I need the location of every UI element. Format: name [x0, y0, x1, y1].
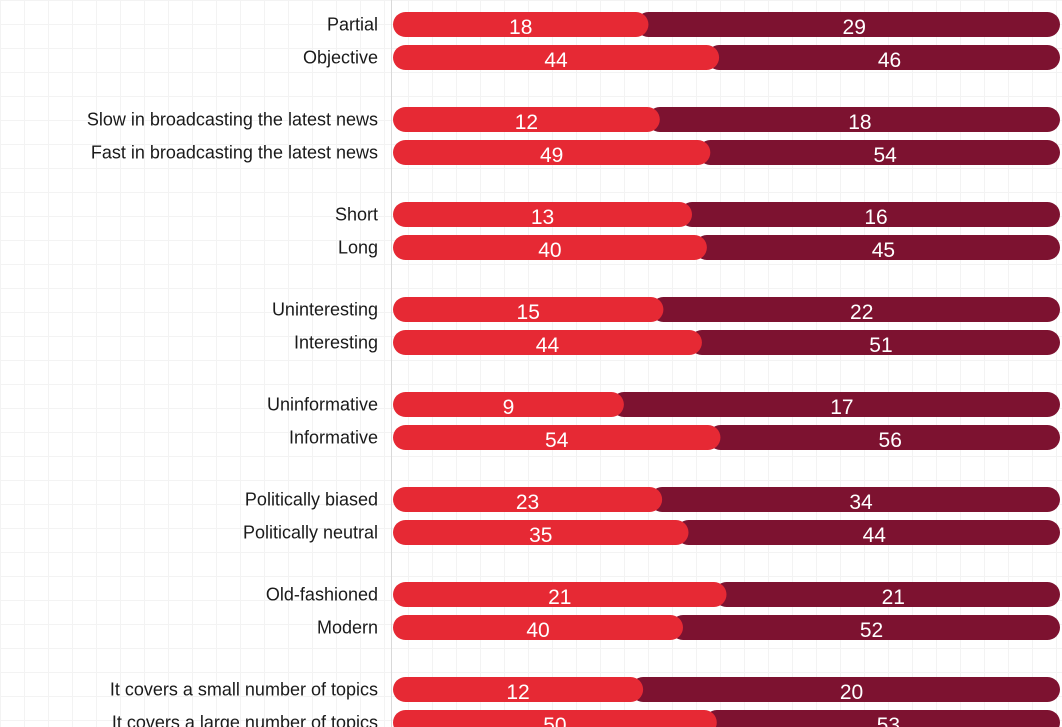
bar-series-1 — [393, 520, 689, 545]
value-label-series-2: 17 — [830, 396, 853, 419]
bars — [393, 12, 1060, 727]
value-label-series-2: 46 — [878, 49, 901, 72]
value-label-series-1: 15 — [517, 301, 540, 324]
bar-series-2 — [649, 487, 1060, 512]
category-label: Politically neutral — [243, 523, 378, 543]
value-label-series-1: 49 — [540, 144, 563, 167]
bar-series-1 — [393, 582, 727, 607]
category-label: Long — [338, 238, 378, 258]
value-label-series-2: 56 — [879, 429, 902, 452]
value-label-series-1: 50 — [543, 714, 566, 727]
value-label-series-1: 12 — [515, 111, 538, 134]
bar-series-2 — [706, 45, 1060, 70]
category-label: It covers a small number of topics — [110, 680, 378, 700]
value-label-series-1: 18 — [509, 16, 532, 39]
bar-series-2 — [694, 235, 1060, 260]
value-label-series-2: 45 — [872, 239, 895, 262]
bar-series-1 — [393, 235, 707, 260]
value-label-series-1: 13 — [531, 206, 554, 229]
category-label: Old-fashioned — [266, 585, 378, 605]
value-label-series-2: 16 — [864, 206, 887, 229]
value-labels: 18 29 44 46 12 18 49 54 13 16 40 45 15 22 44 51 9 17 54 56 2… — [503, 16, 905, 727]
value-label-series-1: 12 — [506, 681, 529, 704]
bar-series-1 — [393, 392, 624, 417]
value-label-series-1: 21 — [548, 586, 571, 609]
category-label: Slow in broadcasting the latest news — [87, 110, 378, 130]
bar-series-1 — [393, 615, 683, 640]
value-label-series-2: 51 — [869, 334, 892, 357]
bar-series-2 — [707, 425, 1060, 450]
bar-series-2 — [704, 710, 1060, 727]
value-label-series-2: 52 — [860, 619, 883, 642]
bar-series-1 — [393, 425, 721, 450]
bar-series-1 — [393, 297, 664, 322]
bar-series-2 — [670, 615, 1060, 640]
bar-series-1 — [393, 140, 711, 165]
value-label-series-2: 53 — [877, 714, 900, 727]
value-label-series-2: 22 — [850, 301, 873, 324]
value-label-series-1: 35 — [529, 524, 552, 547]
value-label-series-2: 29 — [843, 16, 866, 39]
value-label-series-2: 34 — [849, 491, 873, 514]
category-label: Interesting — [294, 333, 378, 353]
value-label-series-2: 20 — [840, 681, 863, 704]
bar-series-2 — [611, 392, 1060, 417]
bar-series-2 — [676, 520, 1060, 545]
bar-series-2 — [630, 677, 1060, 702]
bar-series-1 — [393, 677, 644, 702]
category-label: Short — [335, 205, 378, 225]
value-label-series-2: 54 — [873, 144, 897, 167]
value-label-series-1: 44 — [544, 49, 568, 72]
bar-series-2 — [635, 12, 1060, 37]
value-label-series-1: 54 — [545, 429, 569, 452]
value-label-series-1: 9 — [503, 396, 515, 419]
value-label-series-2: 21 — [882, 586, 905, 609]
value-label-series-1: 40 — [526, 619, 549, 642]
category-label: Modern — [317, 618, 378, 638]
category-label: Uninteresting — [272, 300, 378, 320]
value-label-series-2: 44 — [863, 524, 887, 547]
bar-series-1 — [393, 330, 702, 355]
bar-series-1 — [393, 202, 692, 227]
category-label: Objective — [303, 48, 378, 68]
bar-series-2 — [647, 107, 1060, 132]
bar-series-1 — [393, 710, 717, 727]
category-label: It covers a large number of topics — [112, 713, 378, 727]
category-label: Partial — [327, 15, 378, 35]
bar-series-2 — [689, 330, 1060, 355]
bar-series-1 — [393, 45, 720, 70]
value-label-series-1: 44 — [536, 334, 560, 357]
category-label: Informative — [289, 428, 378, 448]
category-label: Uninformative — [267, 395, 378, 415]
bar-series-2 — [679, 202, 1060, 227]
category-labels: Partial Objective Slow in broadcasting the… — [87, 15, 378, 727]
value-label-series-1: 40 — [538, 239, 561, 262]
bar-series-1 — [393, 12, 649, 37]
bar-series-2 — [714, 582, 1060, 607]
bar-series-1 — [393, 487, 663, 512]
bar-series-2 — [650, 297, 1060, 322]
category-label: Politically biased — [245, 490, 378, 510]
category-label: Fast in broadcasting the latest news — [91, 143, 378, 163]
bar-series-2 — [697, 140, 1060, 165]
bar-series-1 — [393, 107, 660, 132]
value-label-series-1: 23 — [516, 491, 539, 514]
value-label-series-2: 18 — [848, 111, 871, 134]
